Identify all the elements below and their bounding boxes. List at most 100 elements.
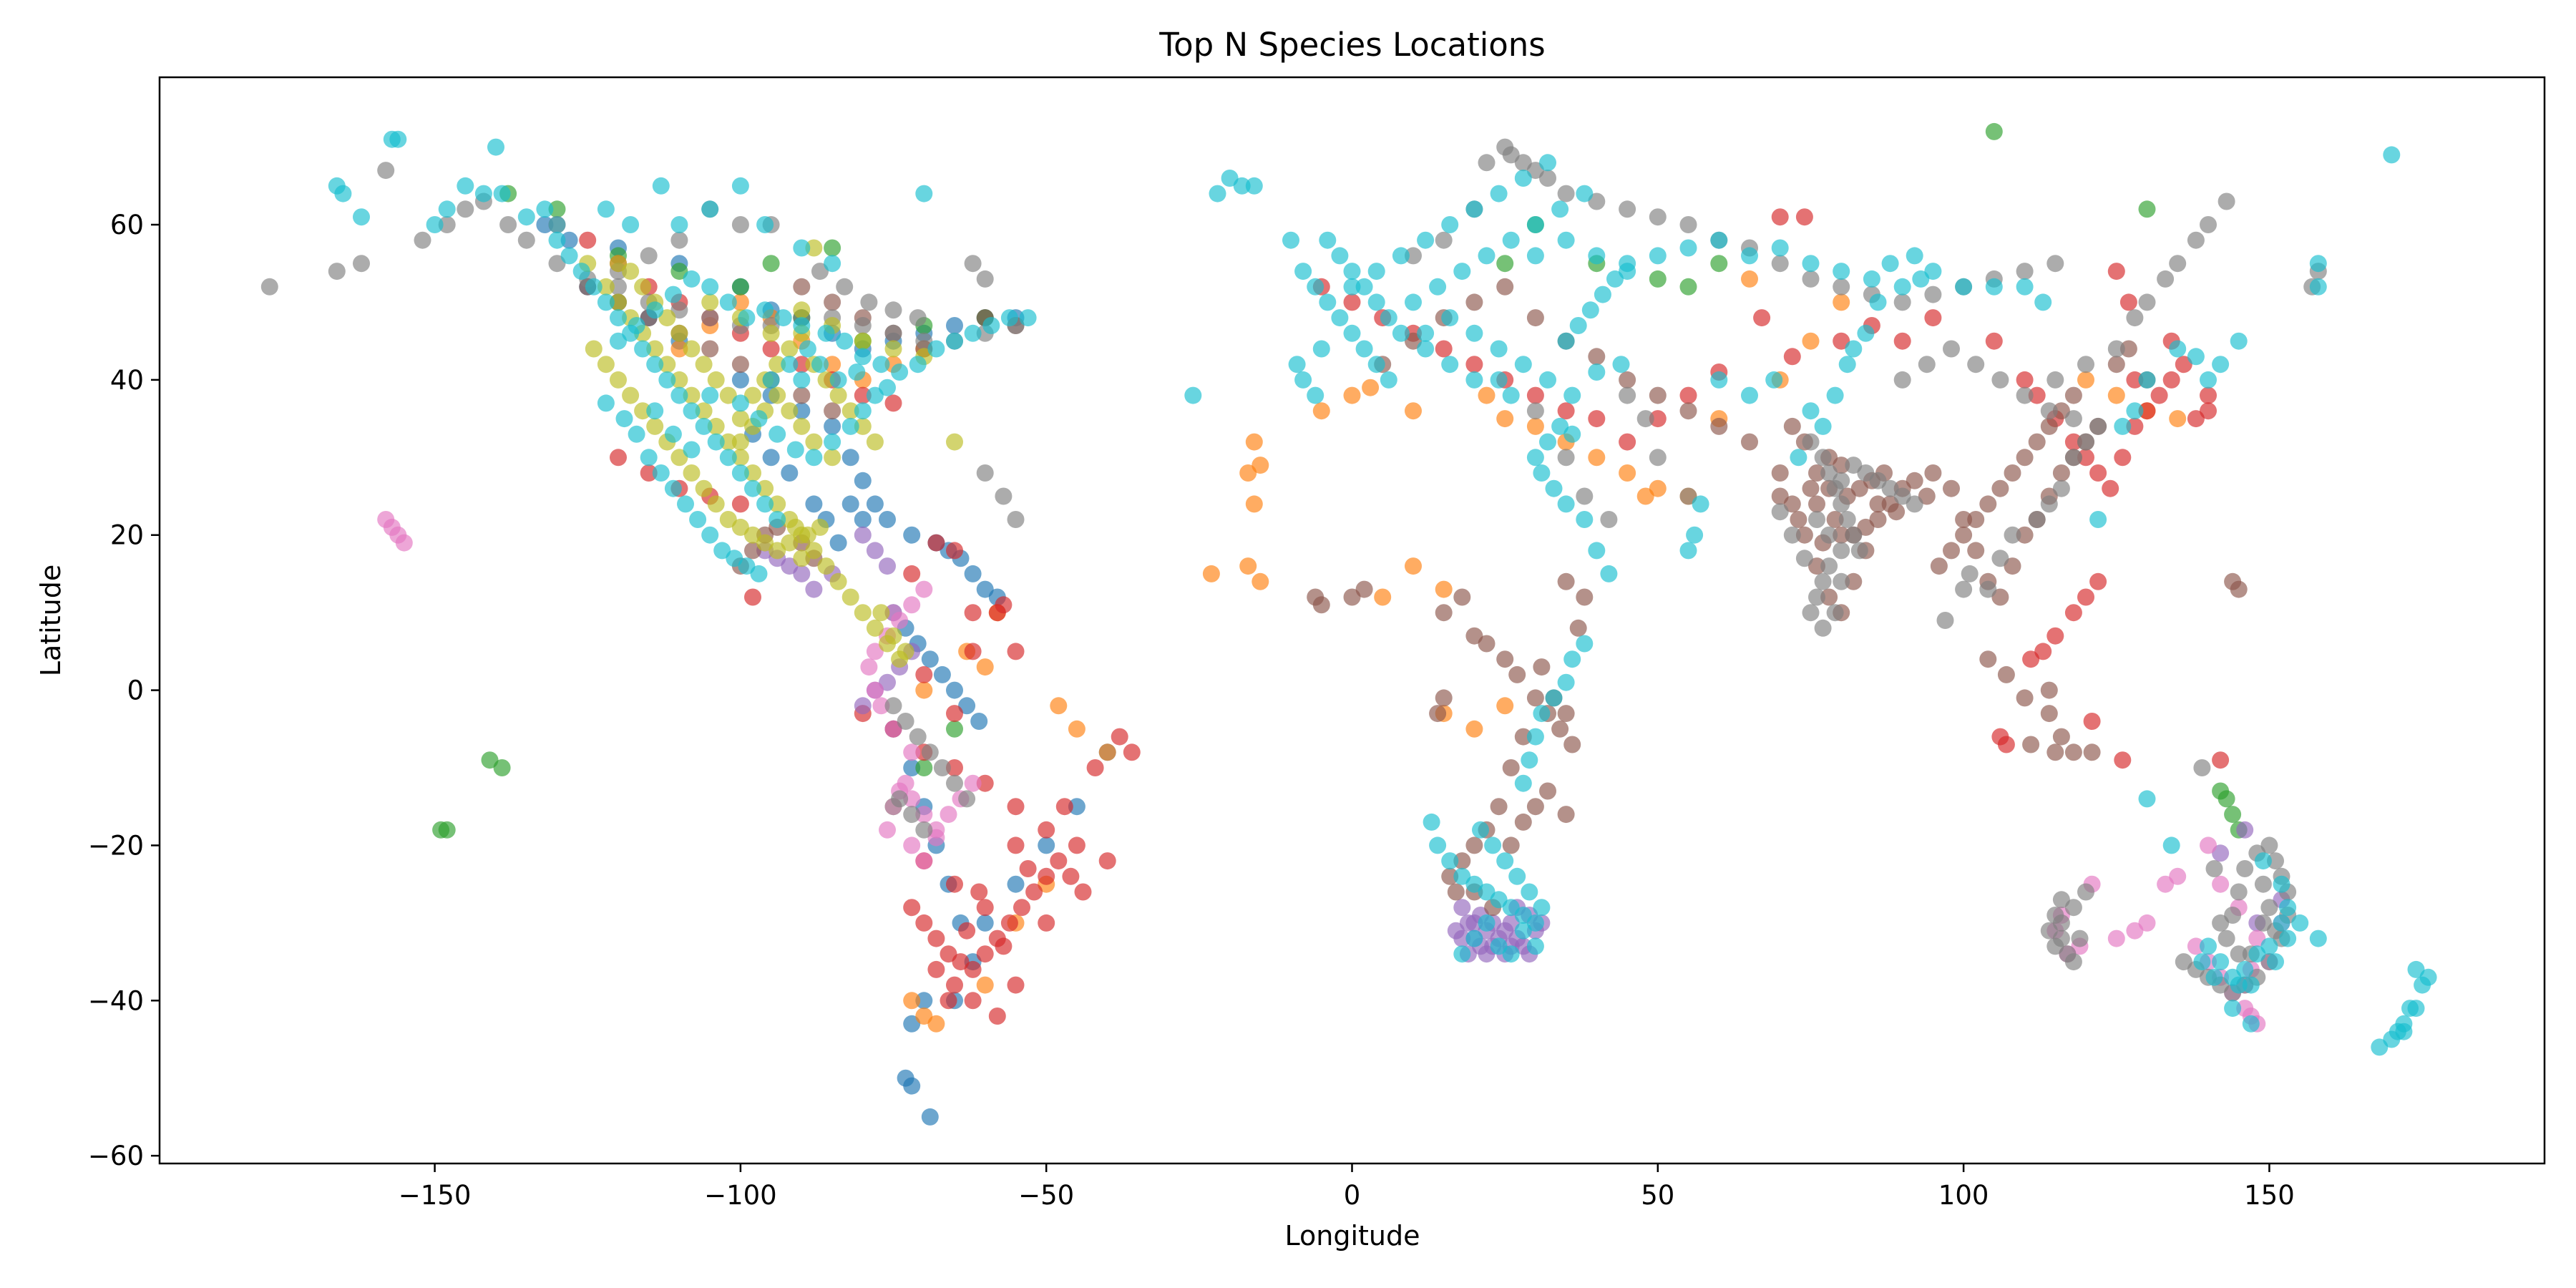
data-point: [487, 138, 504, 156]
data-point: [2119, 340, 2137, 358]
data-point: [1588, 192, 1606, 210]
data-point: [731, 293, 749, 311]
data-point: [1312, 340, 1330, 358]
data-point: [1991, 371, 2009, 389]
data-point: [2064, 410, 2082, 428]
data-point: [854, 697, 872, 715]
data-point: [1521, 883, 1538, 901]
data-point: [628, 425, 645, 443]
data-point: [438, 216, 456, 233]
data-point: [927, 829, 945, 847]
data-point: [1526, 309, 1544, 327]
data-point: [1441, 356, 1459, 374]
data-point: [640, 464, 658, 482]
data-point: [805, 542, 823, 560]
data-point: [762, 324, 780, 342]
data-point: [2254, 914, 2272, 932]
y-tick-label: 0: [127, 675, 144, 706]
data-point: [860, 293, 878, 311]
data-point: [1741, 247, 1758, 265]
data-point: [560, 247, 578, 265]
data-point: [879, 511, 896, 528]
data-point: [995, 596, 1013, 614]
data-point: [1367, 263, 1385, 280]
data-point: [762, 449, 780, 467]
data-point: [1502, 899, 1520, 917]
data-point: [2236, 860, 2254, 877]
data-point: [2230, 580, 2248, 598]
data-point: [1893, 293, 1911, 311]
data-point: [2169, 340, 2187, 358]
data-point: [841, 449, 859, 467]
data-point: [1576, 635, 1594, 653]
data-point: [1019, 860, 1037, 877]
y-axis-ticks: −60 −40 −20 0 20 40 60: [88, 210, 160, 1171]
data-point: [781, 464, 799, 482]
data-point: [1979, 495, 1997, 513]
data-point: [1545, 689, 1563, 707]
data-point: [695, 402, 713, 420]
data-point: [1551, 417, 1569, 435]
data-point: [1496, 697, 1514, 715]
data-point: [1539, 782, 1556, 800]
data-point: [2279, 899, 2297, 917]
data-point: [854, 348, 872, 366]
data-point: [707, 433, 725, 451]
data-point: [927, 534, 945, 552]
data-point: [866, 681, 884, 699]
data-point: [2064, 899, 2082, 917]
data-point: [652, 177, 670, 195]
data-point: [915, 580, 933, 598]
data-point: [377, 511, 395, 528]
x-tick-label: −50: [1018, 1180, 1074, 1211]
data-point: [1453, 263, 1471, 280]
data-point: [640, 449, 658, 467]
data-point: [1833, 293, 1850, 311]
x-tick-label: −100: [704, 1180, 777, 1211]
data-point: [719, 386, 737, 404]
data-point: [2126, 371, 2144, 389]
data-point: [1288, 356, 1306, 374]
data-point: [1209, 185, 1226, 203]
data-point: [829, 386, 847, 404]
data-point: [884, 394, 902, 412]
data-point: [872, 697, 890, 715]
data-point: [1539, 154, 1556, 172]
data-point: [970, 713, 988, 730]
data-point: [328, 263, 346, 280]
data-point: [1502, 914, 1520, 932]
data-point: [1490, 340, 1508, 358]
data-point: [1490, 798, 1508, 816]
data-point: [915, 681, 933, 699]
data-point: [793, 317, 811, 334]
data-point: [2236, 960, 2254, 978]
data-point: [1545, 479, 1563, 497]
data-point: [1771, 239, 1789, 257]
data-point: [841, 402, 859, 420]
data-point: [1343, 293, 1361, 311]
data-point: [1943, 340, 1960, 358]
data-point: [940, 806, 957, 824]
data-point: [1569, 619, 1587, 637]
data-point: [1502, 836, 1520, 854]
data-point: [2028, 433, 2046, 451]
data-point: [1453, 867, 1471, 885]
data-point: [946, 542, 963, 560]
data-point: [1649, 270, 1667, 288]
data-point: [940, 992, 957, 1010]
data-point: [2138, 914, 2156, 932]
data-point: [2175, 356, 2192, 374]
y-tick-label: 60: [110, 210, 144, 240]
data-point: [701, 200, 719, 218]
data-point: [1600, 565, 1618, 582]
data-point: [1007, 511, 1025, 528]
data-point: [915, 759, 933, 776]
data-point: [1557, 705, 1575, 723]
data-point: [879, 557, 896, 575]
data-point: [1478, 247, 1496, 265]
data-point: [334, 185, 352, 203]
data-point: [1850, 542, 1868, 560]
data-point: [1429, 705, 1447, 723]
data-point: [658, 371, 676, 389]
data-point: [1331, 247, 1349, 265]
